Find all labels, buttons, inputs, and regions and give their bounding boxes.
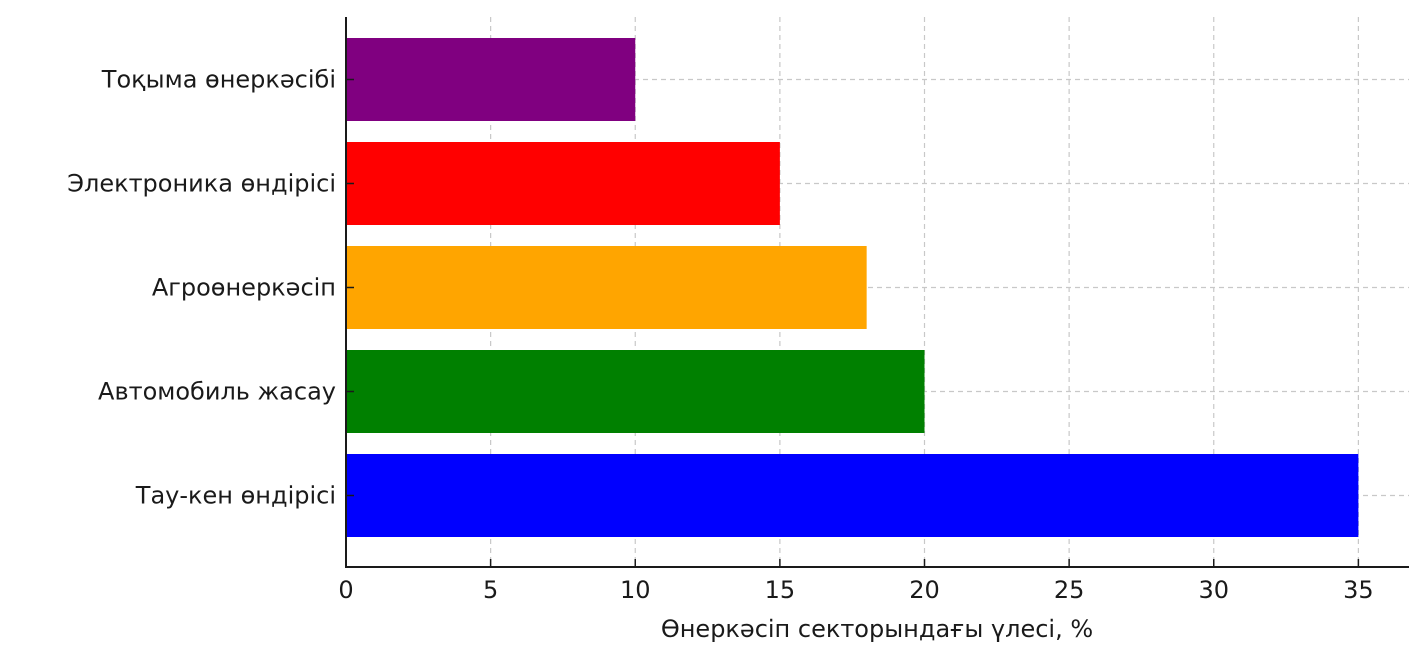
y-tick-label: Автомобиль жасау: [98, 378, 336, 406]
bar: [346, 38, 636, 121]
x-tick-label: 35: [1343, 576, 1374, 604]
bar: [346, 246, 867, 329]
bars: [346, 38, 1359, 537]
x-tick-label: 30: [1198, 576, 1229, 604]
tick-labels: 0 5 10 15 20 25 30 35 Тау-кен өндірісі Автомобиль…: [67, 66, 1373, 605]
ticks: [345, 78, 1360, 567]
x-tick-label: 0: [338, 576, 353, 604]
y-tick-label: Тоқыма өнеркәсібі: [101, 66, 336, 94]
x-tick-label: 10: [620, 576, 651, 604]
y-tick-label: Тау-кен өндірісі: [135, 482, 336, 510]
x-tick-label: 25: [1054, 576, 1085, 604]
bar: [346, 454, 1359, 537]
x-axis-title: Өнеркәсіп секторындағы үлесі, %: [661, 615, 1093, 643]
y-tick-label: Агроөнеркәсіп: [152, 274, 336, 302]
axes: [345, 17, 1409, 568]
x-tick-label: 20: [909, 576, 940, 604]
x-tick-label: 15: [765, 576, 796, 604]
bar: [346, 142, 780, 225]
bar: [346, 350, 925, 433]
y-tick-label: Электроника өндірісі: [67, 170, 336, 198]
x-tick-label: 5: [483, 576, 498, 604]
